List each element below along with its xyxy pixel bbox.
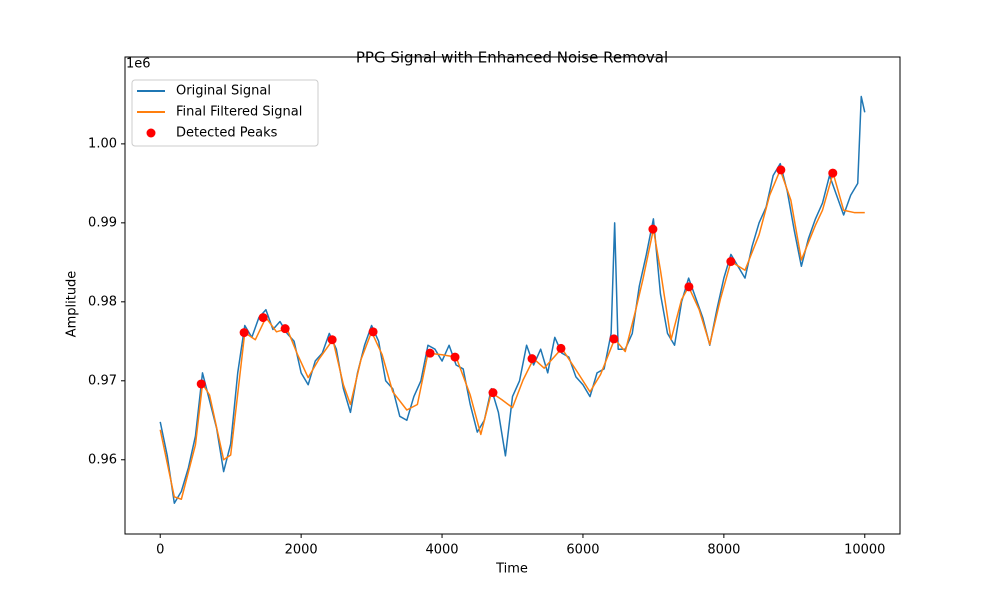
y-tick-label: 0.96 [88,452,117,467]
x-tick-label: 8000 [707,543,740,558]
peak-marker [450,352,460,362]
peak-marker [425,348,435,358]
x-tick-label: 6000 [566,543,599,558]
series-line [159,169,865,500]
peak-marker [828,168,838,178]
plot-frame [124,56,901,535]
peak-marker [196,379,206,389]
peak-marker [648,224,658,234]
legend-label: Final Filtered Signal [176,105,302,120]
peak-marker [556,343,566,353]
peak-marker [239,328,249,338]
legend-label: Original Signal [176,84,271,99]
peak-marker [776,165,786,175]
x-tick-label: 2000 [285,543,318,558]
x-tick-label: 4000 [425,543,458,558]
peak-marker [280,324,290,334]
legend-box [131,79,319,147]
peak-marker [327,335,337,345]
x-axis-label: Time [495,562,528,577]
peak-marker [258,313,268,323]
y-tick-label: 1.00 [88,136,117,151]
peak-marker [684,282,694,292]
peak-marker [527,354,537,364]
x-tick-label: 0 [156,543,164,558]
peak-marker [609,334,619,344]
y-tick-label: 0.97 [88,373,117,388]
legend-label: Detected Peaks [176,126,278,141]
peak-marker [368,327,378,337]
peak-marker [726,257,736,267]
peak-marker [488,388,498,398]
legend-marker [146,128,156,138]
y-tick-label: 0.98 [88,294,117,309]
y-offset-label: 1e6 [126,57,151,72]
y-axis-label: Amplitude [65,271,80,338]
y-tick-label: 0.99 [88,215,117,230]
series-line [159,95,866,504]
x-tick-label: 10000 [844,543,885,558]
